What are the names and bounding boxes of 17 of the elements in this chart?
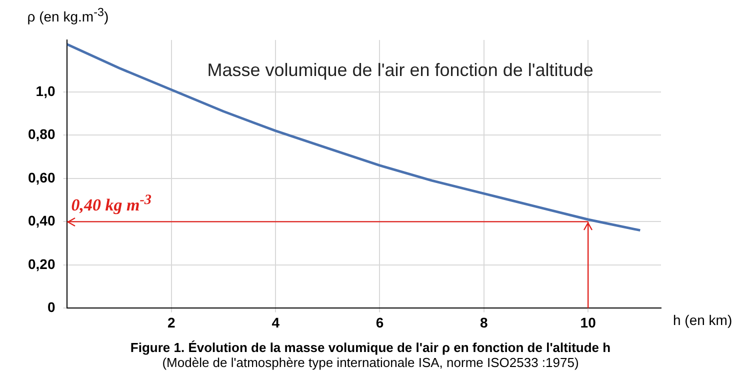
y-tick-label: 0,20 [28,256,56,272]
y-axis-title: ρ (en kg.m$^{-3}$) [27,6,109,25]
y-tick-label: 1,0 [36,82,56,99]
caption: Figure 1. Évolution de la masse volumique de l'air ρ en fonction de l'altitude h [129,340,612,355]
x-tick-label: 10 [580,314,596,330]
text: Masse volumique de l'air en fonction de l'altitude [207,60,594,81]
x-axis-title: h (en km) [673,312,732,328]
x-tick-label: 8 [480,314,488,330]
y-tick-label: 0,40 [28,212,56,229]
x-tick-label: 6 [376,314,384,330]
y-tick-label: 0,80 [28,126,56,142]
y-tick-label: 0 [47,299,56,316]
x-tick-label: 4 [272,314,280,330]
text: (Modèle de l'atmosphère type internationale ISA, norme ISO2533 :1975) [161,355,580,370]
x-tick-label: 2 [168,314,176,330]
ref-line-label: 0,40 kg m$^{-3}$ [71,192,152,216]
y-tick-label: 0,60 [28,169,56,186]
